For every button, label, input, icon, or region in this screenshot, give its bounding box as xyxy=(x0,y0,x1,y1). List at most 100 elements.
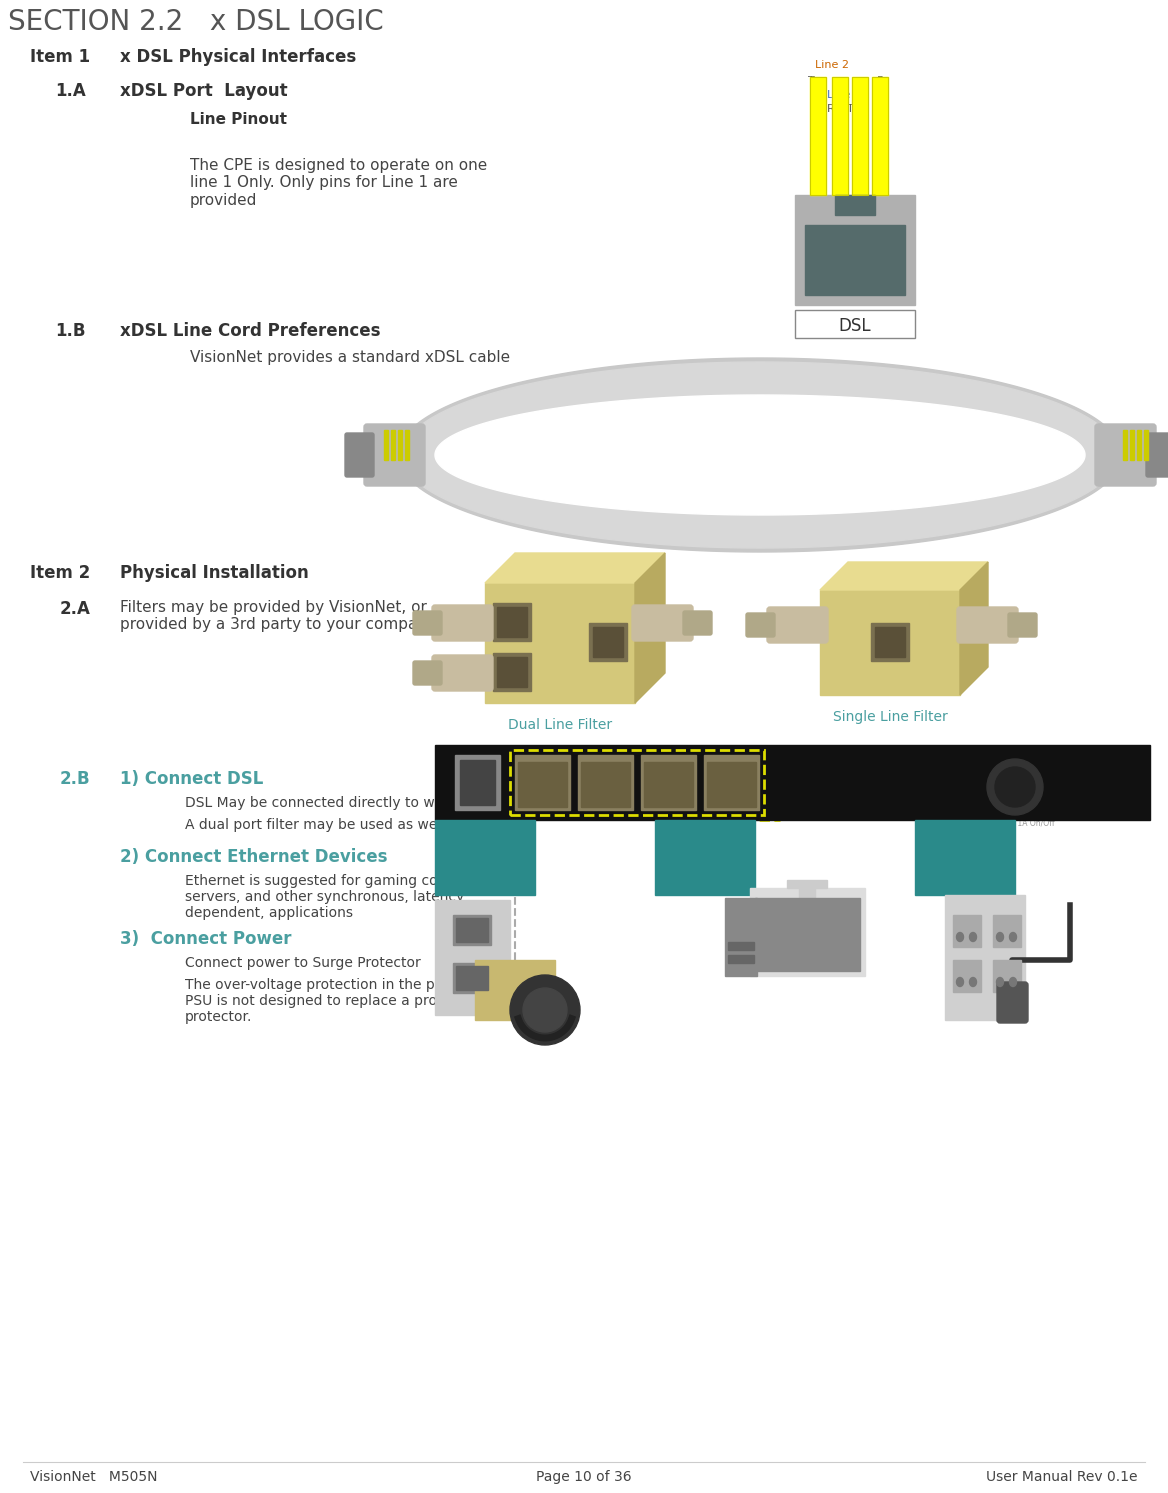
Bar xyxy=(820,590,960,696)
Text: 3: 3 xyxy=(927,835,958,878)
Bar xyxy=(787,879,827,888)
Text: Ethernet 3: Ethernet 3 xyxy=(648,814,688,823)
Circle shape xyxy=(987,758,1043,815)
Text: 2) Connect Ethernet Devices: 2) Connect Ethernet Devices xyxy=(120,848,388,866)
Circle shape xyxy=(995,767,1035,808)
Bar xyxy=(795,311,915,337)
Text: Physical Installation: Physical Installation xyxy=(120,564,308,582)
Ellipse shape xyxy=(1009,978,1016,987)
Text: VisionNet   M505N: VisionNet M505N xyxy=(30,1471,158,1484)
FancyBboxPatch shape xyxy=(1146,433,1168,476)
Bar xyxy=(872,78,888,196)
Bar xyxy=(434,900,510,1015)
Bar xyxy=(832,78,848,196)
Bar xyxy=(835,196,875,215)
Text: 1.B: 1.B xyxy=(55,322,85,340)
Bar xyxy=(728,942,755,950)
Polygon shape xyxy=(398,358,1122,552)
Bar xyxy=(578,755,633,811)
Bar xyxy=(750,888,865,976)
Bar xyxy=(993,960,1021,991)
Polygon shape xyxy=(635,552,665,703)
FancyBboxPatch shape xyxy=(1008,614,1037,638)
Polygon shape xyxy=(485,552,665,582)
Text: A dual port filter may be used as well.: A dual port filter may be used as well. xyxy=(185,818,450,832)
Bar xyxy=(872,78,888,196)
Bar xyxy=(875,627,905,657)
Bar xyxy=(728,956,755,963)
Bar xyxy=(498,608,527,638)
Bar xyxy=(1122,430,1127,460)
Text: Single Line Filter: Single Line Filter xyxy=(833,711,947,724)
Bar xyxy=(1136,430,1141,460)
Text: 1.A: 1.A xyxy=(55,82,85,100)
FancyBboxPatch shape xyxy=(632,605,693,640)
Bar xyxy=(456,755,500,811)
Text: xDSL Port  Layout: xDSL Port Layout xyxy=(120,82,287,100)
Text: Ethernet 4: Ethernet 4 xyxy=(711,814,751,823)
Text: The over-voltage protection in the provided
PSU is not designed to replace a pro: The over-voltage protection in the provi… xyxy=(185,978,503,1024)
Bar xyxy=(593,627,623,657)
Bar xyxy=(391,430,395,460)
Bar xyxy=(589,623,627,661)
FancyBboxPatch shape xyxy=(1096,424,1156,487)
Text: x DSL Physical Interfaces: x DSL Physical Interfaces xyxy=(120,48,356,66)
Bar xyxy=(475,960,555,1020)
FancyBboxPatch shape xyxy=(997,982,1028,1023)
Ellipse shape xyxy=(969,933,976,942)
Polygon shape xyxy=(402,361,1118,548)
FancyBboxPatch shape xyxy=(345,433,374,476)
Bar xyxy=(953,915,981,947)
Circle shape xyxy=(510,975,580,1045)
Circle shape xyxy=(523,988,566,1032)
Text: T: T xyxy=(847,105,854,113)
Text: DSL: DSL xyxy=(839,317,871,334)
Bar xyxy=(641,755,696,811)
Bar xyxy=(384,430,388,460)
Bar xyxy=(644,761,693,808)
Bar xyxy=(460,760,495,805)
Text: Item 2: Item 2 xyxy=(30,564,90,582)
FancyBboxPatch shape xyxy=(746,614,776,638)
Text: The CPE is designed to operate on one
line 1 Only. Only pins for Line 1 are
prov: The CPE is designed to operate on one li… xyxy=(190,158,487,208)
Bar xyxy=(707,761,756,808)
Bar xyxy=(456,966,488,990)
Bar xyxy=(517,761,566,808)
Ellipse shape xyxy=(996,933,1003,942)
Text: 2: 2 xyxy=(667,835,698,878)
Text: SECTION 2.2   x DSL LOGIC: SECTION 2.2 x DSL LOGIC xyxy=(8,7,384,36)
Bar xyxy=(453,963,491,993)
FancyBboxPatch shape xyxy=(432,655,493,691)
Bar xyxy=(655,820,755,894)
Polygon shape xyxy=(820,561,988,590)
Bar xyxy=(809,78,826,196)
Text: 12vDC 1A On/Off: 12vDC 1A On/Off xyxy=(990,820,1055,829)
Bar xyxy=(493,603,531,640)
Text: xDSL Line Cord Preferences: xDSL Line Cord Preferences xyxy=(120,322,381,340)
Text: 2.A: 2.A xyxy=(60,600,91,618)
Polygon shape xyxy=(960,561,988,696)
FancyBboxPatch shape xyxy=(767,608,828,643)
Text: DSL May be connected directly to wall jack: DSL May be connected directly to wall ja… xyxy=(185,796,484,811)
Text: Ethernet 1: Ethernet 1 xyxy=(522,814,562,823)
Bar xyxy=(405,430,409,460)
Bar xyxy=(993,915,1021,947)
Text: Dual Line Filter: Dual Line Filter xyxy=(508,718,612,732)
Bar xyxy=(725,897,757,976)
Bar xyxy=(704,755,759,811)
Polygon shape xyxy=(434,396,1085,515)
Bar xyxy=(434,745,1150,820)
Bar xyxy=(851,78,868,196)
Text: Page 10 of 36: Page 10 of 36 xyxy=(536,1471,632,1484)
Text: R: R xyxy=(877,76,884,87)
FancyBboxPatch shape xyxy=(683,611,712,635)
Bar xyxy=(1129,430,1134,460)
Ellipse shape xyxy=(969,978,976,987)
Text: Line Pinout: Line Pinout xyxy=(190,112,287,127)
Bar xyxy=(809,78,826,196)
Bar xyxy=(453,915,491,945)
Text: Item 1: Item 1 xyxy=(30,48,90,66)
Bar xyxy=(456,918,488,942)
FancyBboxPatch shape xyxy=(413,661,442,685)
Ellipse shape xyxy=(957,978,964,987)
